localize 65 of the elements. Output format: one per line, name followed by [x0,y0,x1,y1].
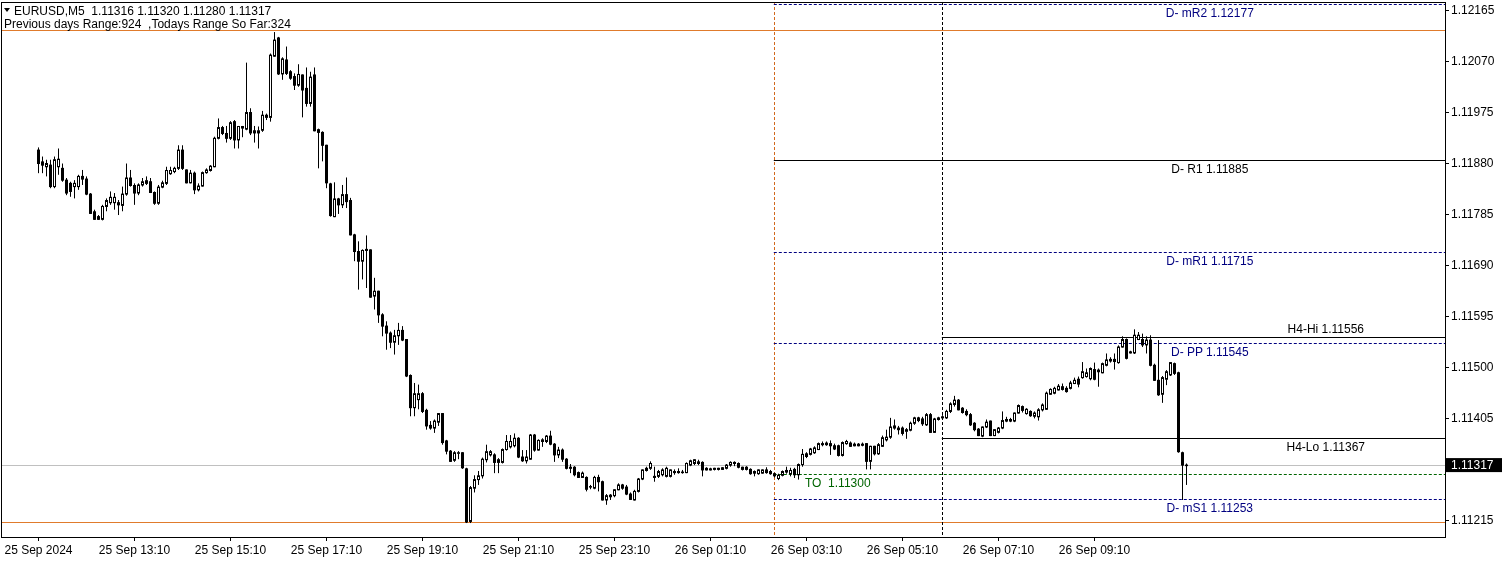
candlestick [297,63,300,88]
candlestick [285,46,288,76]
y-tick-label: 1.11405 [1451,410,1494,425]
x-tick-label: 25 Sep 23:10 [578,543,651,557]
candlestick [157,184,160,206]
ref-line-label: 1.11317 [1451,458,1494,473]
x-tick-label: 26 Sep 01:10 [674,543,747,557]
candlestick [1181,451,1184,501]
annotation: Previous days Range:924 ,Todays Range So Far:324 [4,17,292,31]
x-tick-label: 26 Sep 07:10 [962,543,1035,557]
annotation: D- R1 1.11885 [1171,162,1249,177]
annotation: D- mR1 1.11715 [1166,253,1254,268]
candlestick [245,62,248,131]
annotation: TO 1.11300 [805,476,871,491]
x-tick-label: 25 Sep 13:10 [98,543,171,557]
x-tick-label: 25 Sep 19:10 [386,543,459,557]
y-tick-label: 1.11785 [1451,206,1494,221]
x-tick-label: 26 Sep 03:10 [770,543,843,557]
candlestick [37,146,40,174]
candlestick [73,179,76,199]
y-tick-label: 1.11975 [1451,105,1494,120]
y-tick-label: 1.11690 [1451,257,1494,272]
annotation: D- mS1 1.11253 [1166,501,1254,516]
annotation: D- PP 1.11545 [1171,344,1249,359]
candlestick [229,120,232,141]
candlestick [1161,375,1164,404]
x-tick-label: 25 Sep 17:10 [290,543,363,557]
y-tick-label: 1.11595 [1451,308,1494,323]
candlestick [249,107,252,136]
candlestick [305,66,308,108]
candlestick [49,159,52,189]
candlestick [493,452,496,474]
candlestick [233,119,236,149]
candlestick [301,73,304,118]
candlestick [417,384,420,410]
candlestick [1157,339,1160,397]
candlestick [377,290,380,324]
candlestick [165,166,168,186]
candlestick [177,144,180,171]
x-tick-label: 25 Sep 15:10 [194,543,267,557]
y-tick-label: 1.12070 [1451,54,1495,69]
x-tick-label: 25 Sep 2024 [4,543,73,557]
x-tick-label: 25 Sep 21:10 [482,543,555,557]
candlestick [1045,391,1048,411]
candlestick [929,412,932,434]
x-tick-label: 26 Sep 09:10 [1058,543,1131,557]
annotation: D- mR2 1.12177 [1165,5,1255,20]
annotation: H4-Hi 1.11556 [1287,321,1365,336]
y-tick-label: 1.11215 [1451,512,1494,527]
candlestick [393,329,396,356]
x-tick-label: 26 Sep 05:10 [866,543,939,557]
chart-title: EURUSD,M5 1.11316 1.11320 1.11280 1.11317 [14,4,272,18]
y-tick-label: 1.11500 [1451,359,1494,374]
candlestick [181,144,184,171]
candlestick [341,184,344,209]
y-tick-label: 1.11880 [1451,155,1494,170]
candlestick [261,110,264,133]
candlestick [333,181,336,218]
candlestick [193,171,196,195]
y-tick-label: 1.12165 [1451,3,1495,18]
annotation: H4-Lo 1.11367 [1286,440,1366,455]
candlestick [889,417,892,440]
candlestick [865,442,868,470]
candlestick [397,322,400,346]
candlestick [361,248,364,280]
